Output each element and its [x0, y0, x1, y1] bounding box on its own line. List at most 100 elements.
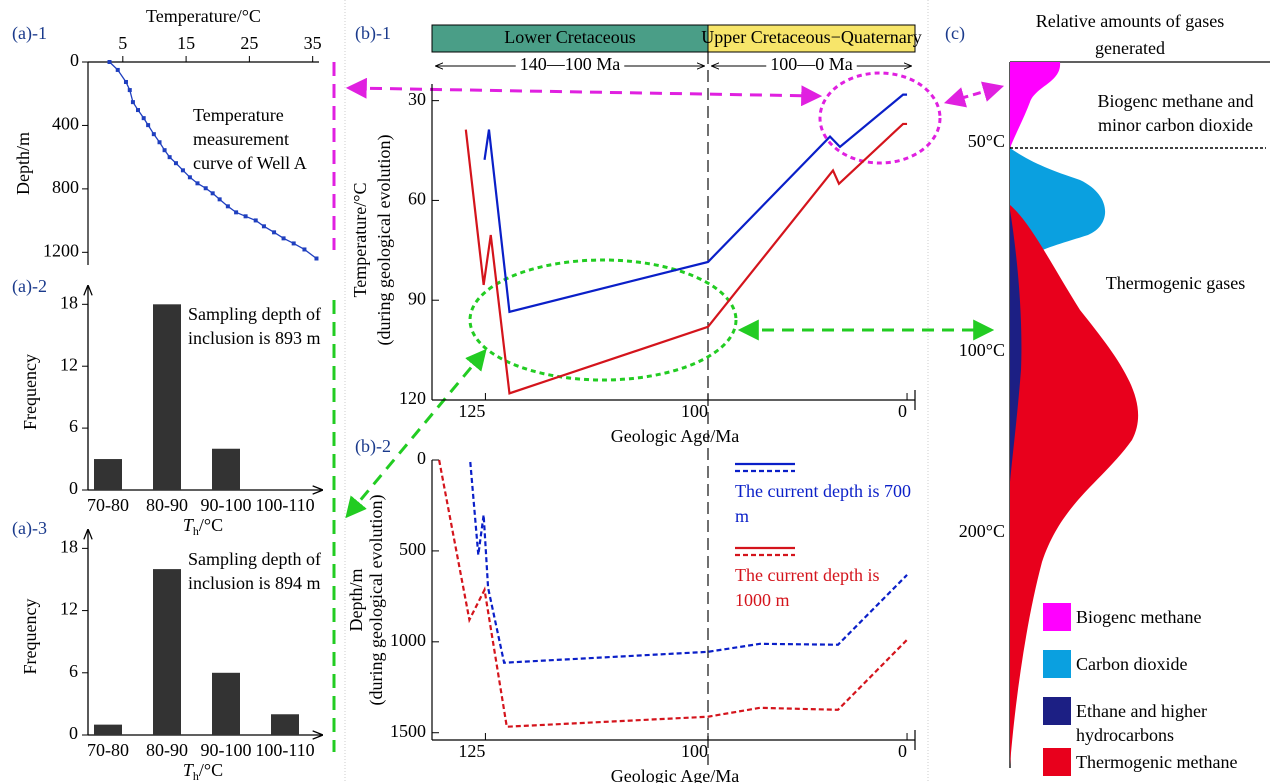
- data-point: [261, 224, 266, 229]
- y-axis-label: (during geological evolution): [374, 135, 395, 346]
- panel-label: (a)-3: [12, 518, 47, 539]
- bar: [212, 448, 240, 490]
- x-tick-label: 15: [177, 33, 195, 53]
- data-point: [291, 241, 296, 246]
- span-label: 100—0 Ma: [770, 54, 853, 74]
- data-point: [314, 256, 319, 261]
- legend-label: The current depth is 700 m: [735, 481, 911, 526]
- x-axis-label: Th/°C: [183, 515, 223, 538]
- x-tick-label: 100: [681, 741, 708, 761]
- x-label-symbol: T: [183, 760, 195, 780]
- y-tick-label: 1000: [390, 630, 426, 650]
- data-point: [107, 60, 112, 64]
- x-axis-label: Geologic Age/Ma: [611, 766, 739, 783]
- x-tick-label: 25: [240, 33, 258, 53]
- y-axis-label: Frequency: [20, 354, 40, 430]
- legend-label: The current depth is 1000 m: [735, 565, 880, 610]
- gas-area: [1010, 205, 1139, 765]
- gas-area: [1010, 62, 1061, 148]
- link-arrow: [345, 77, 823, 107]
- data-point: [115, 67, 120, 72]
- data-point: [253, 218, 258, 223]
- annotation: Sampling depth of inclusion is 893 m: [188, 304, 321, 348]
- legend-swatch: [1043, 748, 1071, 776]
- panel-label: (c): [945, 23, 965, 44]
- x-tick-label: 100-110: [255, 740, 314, 760]
- data-point: [234, 210, 239, 215]
- x-label-subscript: h: [193, 524, 199, 538]
- period-label: Upper Cretaceous−Quaternary: [701, 27, 922, 47]
- highlight-ellipse: [468, 258, 738, 382]
- x-axis-label: Temperature/°C: [146, 6, 261, 26]
- x-tick-label: 5: [118, 33, 127, 53]
- period-box: [707, 24, 916, 53]
- data-point: [225, 204, 230, 209]
- x-tick-label: 90-100: [201, 740, 252, 760]
- y-tick-label: 18: [60, 292, 78, 312]
- y-tick-label: 6: [69, 661, 78, 681]
- x-axis-label: Th/°C: [183, 760, 223, 783]
- x-tick-label: 0: [898, 401, 907, 421]
- data-point: [167, 155, 172, 160]
- span-label: 140—100 Ma: [520, 54, 621, 74]
- x-label-unit: /°C: [199, 515, 223, 535]
- temperature-label: 100°C: [959, 340, 1005, 360]
- data-point: [195, 181, 200, 186]
- data-point: [302, 247, 307, 252]
- y-axis-label: Depth/m: [13, 132, 33, 195]
- x-label-subscript: h: [193, 769, 199, 783]
- x-tick-label: 35: [304, 33, 322, 53]
- temperature-label: 200°C: [959, 521, 1005, 541]
- span-label-bg: [766, 54, 857, 75]
- y-tick-label: 800: [52, 177, 79, 197]
- y-tick-label: 30: [408, 89, 426, 109]
- data-point: [123, 79, 128, 84]
- y-tick-label: 12: [60, 599, 78, 619]
- y-tick-label: 500: [399, 539, 426, 559]
- series-line: [464, 122, 908, 395]
- data-point: [243, 214, 248, 219]
- data-point: [203, 186, 208, 191]
- y-tick-label: 6: [69, 416, 78, 436]
- data-point: [146, 123, 151, 128]
- data-point: [141, 116, 146, 121]
- y-axis-label: (during geological evolution): [366, 495, 387, 706]
- y-tick-label: 0: [69, 478, 78, 498]
- link-arrow: [943, 81, 1005, 108]
- y-axis-label: Temperature/°C: [350, 183, 370, 298]
- span-label-bg: [515, 54, 625, 75]
- y-tick-label: 12: [60, 354, 78, 374]
- bar: [271, 714, 299, 735]
- bar: [153, 304, 181, 490]
- legend-label: Thermogenic methane: [1076, 752, 1238, 772]
- y-tick-label: 120: [399, 388, 426, 408]
- legend-label: Biogenc methane: [1076, 607, 1202, 627]
- x-tick-label: 70-80: [87, 495, 129, 515]
- data-point: [210, 191, 215, 196]
- x-tick-label: 80-90: [146, 740, 188, 760]
- period-box: [431, 24, 709, 53]
- x-tick-label: 125: [458, 401, 485, 421]
- x-label-unit: /°C: [199, 760, 223, 780]
- annotation: Temperature measurement curve of Well A: [193, 105, 307, 173]
- annotation: Biogenc methane and minor carbon dioxide: [1097, 91, 1254, 135]
- bar: [94, 459, 122, 490]
- diagram-title: Relative amounts of gases generated: [1035, 11, 1225, 58]
- y-axis-label: Frequency: [20, 599, 40, 675]
- y-tick-label: 0: [417, 448, 426, 468]
- data-point: [157, 140, 162, 145]
- data-point: [281, 236, 286, 241]
- y-tick-label: 18: [60, 536, 78, 556]
- bar: [153, 569, 181, 735]
- data-point: [130, 100, 135, 105]
- data-point: [187, 175, 192, 180]
- x-tick-label: 70-80: [87, 740, 129, 760]
- x-tick-label: 100-110: [255, 495, 314, 515]
- y-tick-label: 1500: [390, 721, 426, 741]
- annotation: Sampling depth of inclusion is 894 m: [188, 549, 321, 593]
- bar: [212, 672, 240, 735]
- panel-label: (a)-1: [12, 23, 47, 44]
- legend-swatch: [1043, 650, 1071, 678]
- highlight-ellipse: [818, 71, 942, 165]
